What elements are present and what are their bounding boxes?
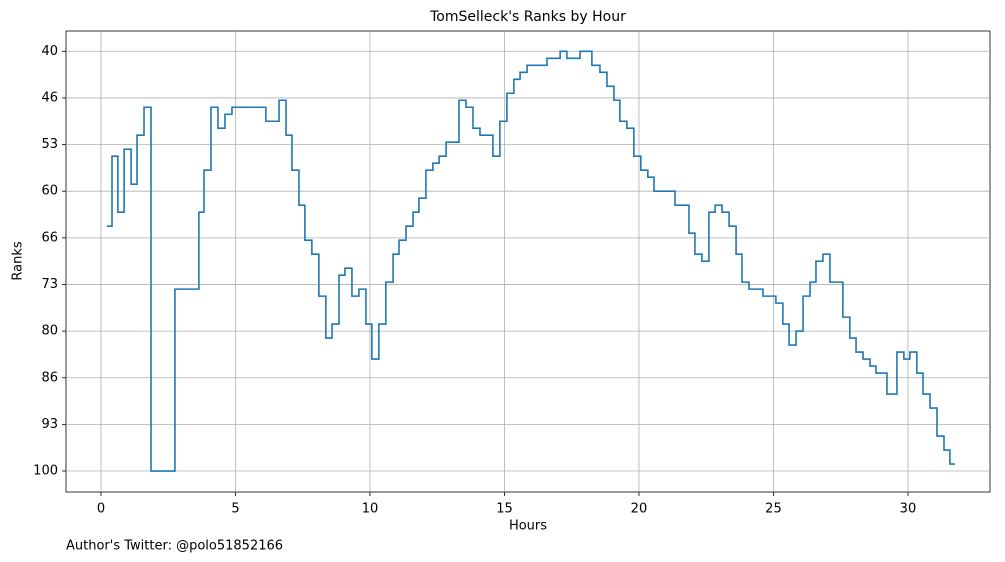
y-axis-label: Ranks (11, 241, 26, 280)
y-tick-label: 80 (41, 324, 58, 339)
x-tick-label: 25 (765, 502, 782, 517)
chart-title: TomSelleck's Ranks by Hour (429, 9, 626, 25)
y-tick-label: 73 (41, 277, 58, 292)
x-tick-label: 15 (496, 502, 513, 517)
x-tick-label: 20 (631, 502, 648, 517)
x-tick-label: 30 (900, 502, 917, 517)
y-tick-label: 66 (41, 230, 58, 245)
y-tick-label: 93 (41, 417, 58, 432)
x-axis-label: Hours (509, 519, 547, 534)
y-tick-label: 40 (41, 44, 58, 59)
x-tick-label: 0 (97, 502, 105, 517)
rank-line (106, 50, 956, 472)
x-tick-label: 10 (362, 502, 379, 517)
x-tick-label: 5 (231, 502, 239, 517)
y-tick-label: 53 (41, 137, 58, 152)
y-tick-label: 60 (41, 184, 58, 199)
y-tick-label: 46 (41, 90, 58, 105)
footer: Author's Twitter: @polo51852166 (66, 539, 283, 554)
plot-frame (65, 30, 991, 493)
y-tick-label: 100 (33, 464, 58, 479)
y-tick-label: 86 (41, 370, 58, 385)
